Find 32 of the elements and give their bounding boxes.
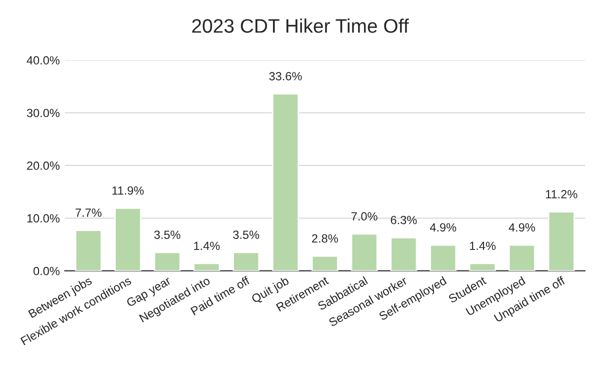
bar: [272, 93, 299, 271]
y-tick-label: 20.0%: [27, 162, 60, 170]
y-tick-label: 0.0%: [33, 266, 60, 276]
data-label: 4.9%: [430, 223, 456, 232]
data-label: 11.9%: [112, 186, 144, 195]
bar: [232, 252, 260, 271]
bar: [390, 236, 418, 271]
y-tick-label: 10.0%: [27, 214, 60, 223]
data-label: 6.3%: [390, 216, 417, 224]
data-label: 2.8%: [312, 234, 338, 243]
data-label: 4.9%: [508, 223, 535, 232]
bar: [508, 244, 536, 271]
data-label: 7.7%: [76, 208, 102, 217]
bar: [74, 230, 102, 271]
data-label: 1.4%: [470, 242, 496, 250]
data-label: 3.5%: [154, 230, 180, 239]
bar: [350, 233, 378, 271]
bar: [193, 262, 220, 271]
data-label: 1.4%: [194, 242, 220, 250]
y-tick-label: 40.0%: [26, 56, 60, 64]
bar: [548, 211, 575, 271]
data-label: 11.2%: [546, 190, 578, 198]
data-label: 3.5%: [233, 230, 260, 239]
bar: [430, 244, 457, 271]
bar: [114, 207, 142, 271]
bar: [311, 255, 338, 271]
data-label: 7.0%: [351, 212, 378, 221]
chart-title: 2023 CDT Hiker Time Off: [192, 18, 409, 33]
bar: [154, 252, 181, 271]
bar: [469, 262, 496, 271]
data-label: 33.6%: [269, 72, 302, 80]
y-tick-label: 30.0%: [26, 108, 60, 118]
